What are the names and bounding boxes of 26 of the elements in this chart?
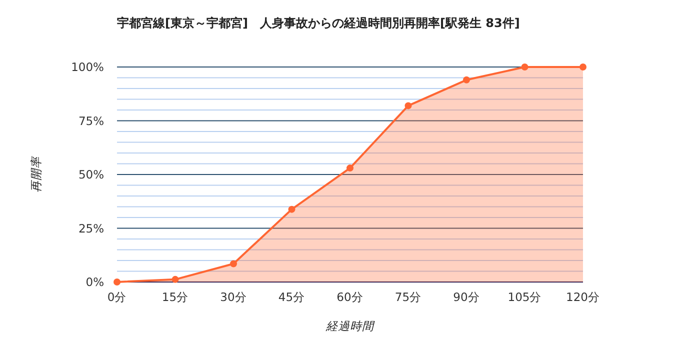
chart-title: 宇都宮線[東京～宇都宮] 人身事故からの経過時間別再開率[駅発生 83件] [117,16,520,30]
y-axis-title: 再開率 [29,156,43,192]
y-tick-label: 100% [71,60,104,74]
point [580,64,586,70]
y-tick-label: 50% [78,168,104,182]
x-tick-label: 15分 [162,290,189,304]
x-tick-label: 90分 [453,290,480,304]
point [521,64,528,70]
y-tick-label: 75% [78,114,104,128]
x-tick-label: 120分 [566,290,600,304]
point [114,278,120,286]
point [463,76,470,84]
x-tick-label: 60分 [336,290,364,304]
x-tick-label: 0分 [107,290,127,304]
x-tick-label: 30分 [220,290,247,304]
x-axis-title: 経過時間 [325,319,375,333]
y-tick-label: 25% [78,221,104,236]
x-tick-label: 45分 [278,290,306,304]
point [230,260,237,268]
point [346,164,354,172]
x-tick-label: 105分 [508,290,542,304]
x-tick-label: 75分 [394,290,422,304]
point [172,276,179,283]
point [288,206,296,213]
point [404,102,412,110]
y-tick-label: 0% [86,275,104,289]
